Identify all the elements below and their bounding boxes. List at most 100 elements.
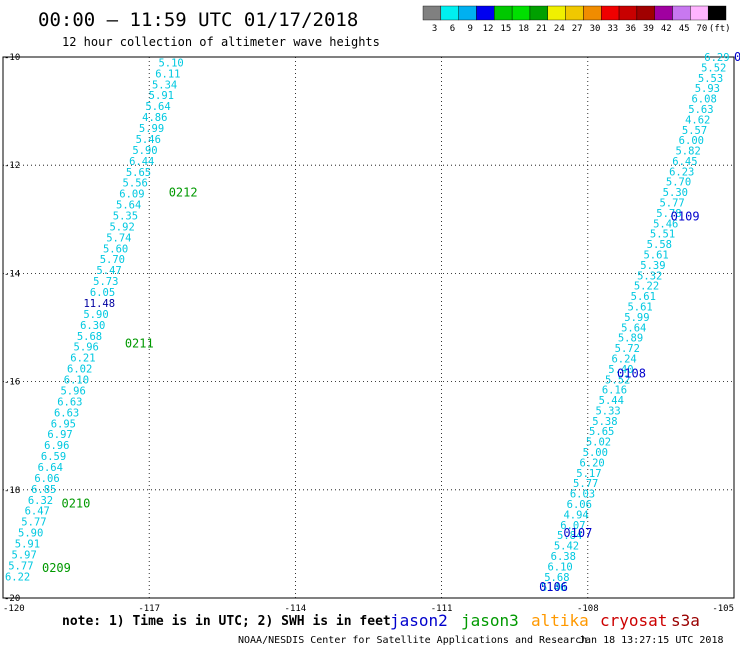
- x-tick-label: -108: [577, 604, 599, 614]
- colorbar-swatch: [440, 5, 459, 21]
- wave-height-point: 5.40: [608, 364, 633, 376]
- colorbar-swatch: [458, 5, 477, 21]
- wave-height-point: 5.64: [145, 101, 170, 113]
- wave-height-point: 5.33: [595, 405, 620, 417]
- wave-height-point: 5.32: [637, 270, 662, 282]
- x-tick-label: -111: [431, 604, 453, 614]
- wave-height-point: 5.77: [8, 560, 33, 572]
- colorbar-label: 9: [468, 24, 473, 34]
- wave-height-point: 6.96: [44, 440, 69, 452]
- wave-height-point: 6.63: [57, 396, 82, 408]
- wave-height-point: 5.90: [18, 528, 43, 540]
- wave-height-point: 5.30: [663, 187, 688, 199]
- wave-height-point: 5.70: [666, 177, 691, 189]
- wave-height-point: 5.82: [675, 146, 700, 158]
- pass-time-labels: 0212 0211 0210 0209 01 0109 0108 0107 0106: [42, 50, 740, 594]
- satellite-legend-s3a: s3a: [671, 611, 700, 630]
- wave-height-point: 6.20: [579, 457, 604, 469]
- colorbar-label: 12: [483, 24, 494, 34]
- colorbar-label: 21: [536, 24, 547, 34]
- wave-height-point: 5.65: [126, 167, 151, 179]
- wave-height-point: 6.08: [691, 94, 716, 106]
- satellite-legend: jason2 jason3 altika cryosat s3a: [390, 611, 700, 630]
- wave-height-point: 6.10: [547, 561, 572, 573]
- x-tick-label: -105: [712, 604, 734, 614]
- y-tick-label: -16: [4, 378, 20, 388]
- wave-height-point: 6.06: [34, 473, 59, 485]
- wave-height-point: 5.64: [621, 322, 646, 334]
- wave-height-point: 6.09: [119, 189, 144, 201]
- footer-credit: NOAA/NESDIS Center for Satellite Applica…: [238, 635, 587, 646]
- colorbar-label: 70: [697, 24, 708, 34]
- wave-height-point: 6.21: [70, 353, 95, 365]
- wave-height-point: 4.86: [142, 112, 167, 124]
- colorbar-swatch: [654, 5, 673, 21]
- wave-height-point: 5.97: [12, 549, 37, 561]
- colorbar-swatch: [511, 5, 531, 21]
- colorbar-swatch: [583, 5, 602, 21]
- wave-height-point: 5.57: [682, 125, 707, 137]
- wave-height-point: 5.22: [634, 281, 659, 293]
- colorbar-label: 30: [590, 24, 601, 34]
- pass-time-label: 0212: [169, 185, 198, 199]
- pass-time-label: 0211: [125, 337, 154, 351]
- wave-height-point: 6.32: [28, 495, 53, 507]
- colorbar-swatch: [547, 5, 566, 21]
- colorbar-label: 18: [518, 24, 529, 34]
- wave-height-point: 6.97: [47, 429, 72, 441]
- colorbar-swatch: [707, 5, 727, 21]
- wave-height-point: 5.65: [589, 426, 614, 438]
- wave-height-point: 6.63: [54, 407, 79, 419]
- colorbar-swatch: [494, 5, 513, 21]
- colorbar-swatch: [690, 5, 709, 21]
- pass-time-label: 01: [734, 50, 740, 64]
- wave-height-point: 11.48: [83, 298, 115, 310]
- wave-height-point: 6.06: [567, 499, 592, 511]
- colorbar-swatch: [601, 5, 620, 21]
- wave-height-point: 6.29: [704, 52, 729, 64]
- wave-height-point: 5.84: [557, 530, 582, 542]
- colorbar-label: 39: [643, 24, 654, 34]
- wave-height-point: 6.03: [570, 489, 595, 501]
- wave-height-point: 5.99: [139, 123, 164, 135]
- wave-height-point: 5.91: [149, 90, 174, 102]
- wave-height-point: 5.99: [624, 312, 649, 324]
- y-tick-label: -10: [4, 53, 20, 63]
- wave-height-point: 5.51: [650, 229, 675, 241]
- wave-height-point: 6.85: [31, 484, 56, 496]
- plot-frame: [2, 56, 735, 599]
- wave-height-point: 6.24: [611, 353, 636, 365]
- wave-height-point: 5.61: [643, 250, 668, 262]
- colorbar-swatch: [476, 5, 495, 21]
- colorbar-label: (ft): [709, 24, 731, 34]
- footer-note: note: 1) Time is in UTC; 2) SWH is in fe…: [62, 614, 391, 629]
- colorbar-legend: 3 6 9 12 15 18 21 24 27 30 33 36 39 42 45 70 (ft): [422, 5, 731, 34]
- wave-height-point: 5.73: [93, 276, 118, 288]
- wave-height-point: 5.90: [83, 309, 108, 321]
- wave-height-point: 5.42: [554, 541, 579, 553]
- wave-height-point: 5.46: [541, 582, 566, 594]
- wave-height-point: 5.64: [116, 200, 141, 212]
- wave-height-point: 5.53: [698, 73, 723, 85]
- wave-height-point: 5.39: [640, 260, 665, 272]
- colorbar-swatch: [618, 5, 638, 21]
- wave-height-point: 5.77: [573, 478, 598, 490]
- x-tick-label: -114: [285, 604, 307, 614]
- pass-time-label: 0108: [617, 366, 646, 380]
- wave-height-point: 5.46: [653, 218, 678, 230]
- wave-height-point: 5.90: [132, 145, 157, 157]
- wave-height-point: 5.52: [701, 62, 726, 74]
- wave-height-point: 5.00: [583, 447, 608, 459]
- wave-height-point: 5.70: [100, 254, 125, 266]
- wave-height-point: 5.91: [15, 539, 40, 551]
- wave-height-point: 5.78: [656, 208, 681, 220]
- wave-height-point: 5.96: [60, 385, 85, 397]
- wave-height-point: 5.68: [544, 572, 569, 584]
- page-subtitle: 12 hour collection of altimeter wave hei…: [62, 35, 380, 49]
- wave-height-point: 5.96: [74, 342, 99, 354]
- wave-height-point: 6.23: [669, 166, 694, 178]
- wave-height-point: 5.17: [576, 468, 601, 480]
- wave-height-point: 6.47: [25, 506, 50, 518]
- colorbar-label: 36: [625, 24, 636, 34]
